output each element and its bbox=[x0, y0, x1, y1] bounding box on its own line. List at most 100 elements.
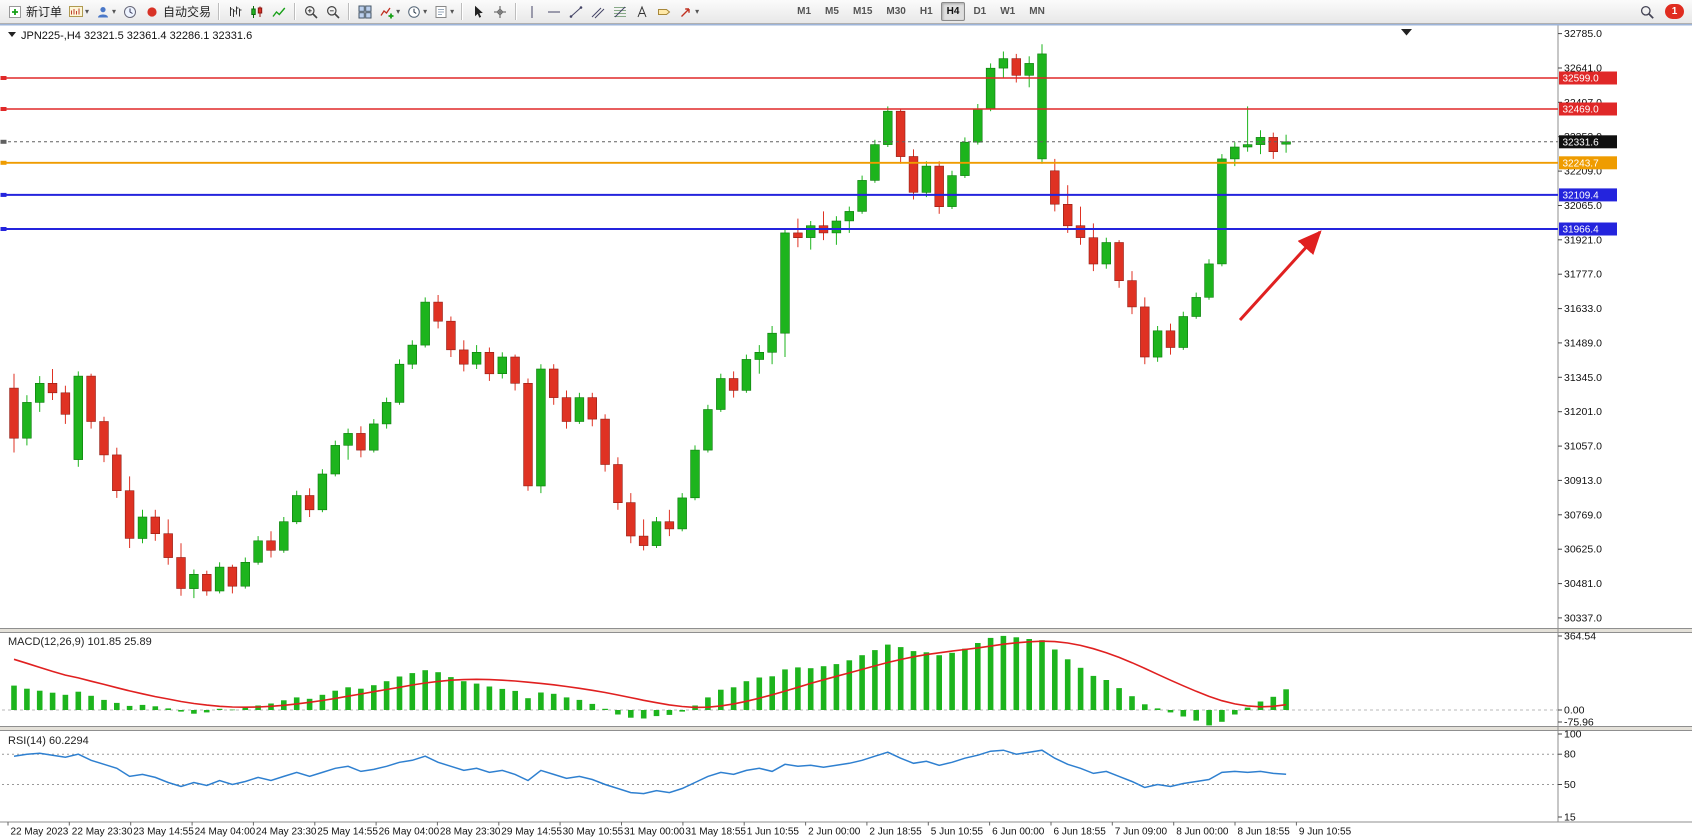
bar-chart-button[interactable] bbox=[225, 2, 245, 22]
zoom-in-button[interactable] bbox=[301, 2, 321, 22]
new-chart-button[interactable]: ▾ bbox=[66, 2, 91, 22]
arrows-icon bbox=[678, 4, 694, 20]
templates-icon bbox=[433, 4, 449, 20]
periods-button[interactable]: ▾ bbox=[404, 2, 429, 22]
trendline-button[interactable] bbox=[566, 2, 586, 22]
cursor-button[interactable] bbox=[468, 2, 488, 22]
profiles-button[interactable]: ▾ bbox=[93, 2, 118, 22]
rsi-label: RSI(14) 60.2294 bbox=[8, 735, 89, 747]
new-order-button[interactable]: 新订单 bbox=[5, 2, 64, 22]
fibo-button[interactable] bbox=[610, 2, 630, 22]
autotrade-button-label: 自动交易 bbox=[163, 5, 212, 19]
svg-text:31777.0: 31777.0 bbox=[1564, 269, 1602, 281]
svg-text:31966.4: 31966.4 bbox=[1563, 225, 1600, 236]
svg-text:1 Jun 10:55: 1 Jun 10:55 bbox=[747, 827, 800, 838]
svg-text:32469.0: 32469.0 bbox=[1563, 105, 1600, 116]
svg-text:31921.0: 31921.0 bbox=[1564, 234, 1602, 246]
timeframe-m15-button[interactable]: M15 bbox=[852, 6, 873, 17]
timeframe-h1-button[interactable]: H1 bbox=[919, 6, 933, 17]
toolbar-right: 1 bbox=[1636, 2, 1688, 22]
label-button[interactable] bbox=[654, 2, 674, 22]
candle-chart-icon bbox=[249, 4, 265, 20]
autotrade-button[interactable]: 自动交易 bbox=[142, 2, 213, 22]
chevron-down-icon: ▾ bbox=[423, 7, 428, 16]
crosshair-icon bbox=[492, 4, 508, 20]
svg-text:32109.4: 32109.4 bbox=[1563, 190, 1600, 201]
svg-text:26 May 04:00: 26 May 04:00 bbox=[379, 827, 440, 838]
svg-text:50: 50 bbox=[1564, 779, 1576, 791]
timeframe-h4-button[interactable]: H4 bbox=[940, 2, 966, 21]
svg-text:31489.0: 31489.0 bbox=[1564, 337, 1602, 349]
svg-text:8 Jun 18:55: 8 Jun 18:55 bbox=[1238, 827, 1291, 838]
price-tag-32331.6[interactable]: 32331.6 bbox=[1559, 135, 1617, 149]
line-chart-icon bbox=[271, 4, 287, 20]
svg-text:31201.0: 31201.0 bbox=[1564, 406, 1602, 418]
fibo-icon bbox=[612, 4, 628, 20]
timeframe-m1-button[interactable]: M1 bbox=[797, 6, 812, 17]
svg-text:5 Jun 10:55: 5 Jun 10:55 bbox=[931, 827, 984, 838]
text-button[interactable] bbox=[632, 2, 652, 22]
channel-button[interactable] bbox=[588, 2, 608, 22]
timeframe-m5-button[interactable]: M5 bbox=[825, 6, 839, 17]
chevron-down-icon: ▾ bbox=[396, 7, 401, 16]
svg-text:30337.0: 30337.0 bbox=[1564, 612, 1602, 624]
trend-arrow-annotation[interactable] bbox=[1238, 230, 1322, 322]
chart-menu-icon[interactable] bbox=[8, 32, 16, 37]
svg-text:15: 15 bbox=[1564, 812, 1576, 824]
svg-text:80: 80 bbox=[1564, 749, 1576, 761]
svg-text:6 Jun 00:00: 6 Jun 00:00 bbox=[992, 827, 1045, 838]
new-order-button-label: 新订单 bbox=[26, 5, 63, 19]
svg-text:22 May 2023: 22 May 2023 bbox=[11, 827, 69, 838]
bar-chart-icon bbox=[227, 4, 243, 20]
crosshair-button[interactable] bbox=[490, 2, 510, 22]
price-tag-32109.4[interactable]: 32109.4 bbox=[1559, 188, 1617, 202]
macd-histogram bbox=[11, 635, 1289, 726]
market-watch-button[interactable] bbox=[120, 2, 140, 22]
svg-text:9 Jun 10:55: 9 Jun 10:55 bbox=[1299, 827, 1352, 838]
timeframe-m30-button[interactable]: M30 bbox=[886, 6, 906, 17]
svg-text:23 May 14:55: 23 May 14:55 bbox=[133, 827, 194, 838]
periods-icon bbox=[406, 4, 422, 20]
label-icon bbox=[656, 4, 672, 20]
svg-text:30769.0: 30769.0 bbox=[1564, 509, 1602, 521]
svg-text:364.54: 364.54 bbox=[1564, 631, 1596, 643]
vline-button[interactable] bbox=[522, 2, 542, 22]
toolbar-separator bbox=[461, 3, 464, 20]
line-chart-button[interactable] bbox=[269, 2, 289, 22]
svg-text:100: 100 bbox=[1564, 729, 1582, 741]
templates-button[interactable]: ▾ bbox=[431, 2, 456, 22]
price-tag-32599[interactable]: 32599.0 bbox=[1559, 71, 1617, 85]
svg-text:32331.6: 32331.6 bbox=[1563, 137, 1600, 148]
hline-button[interactable] bbox=[544, 2, 564, 22]
chart-area[interactable]: 32785.032641.032497.032353.032209.032065… bbox=[0, 24, 1692, 840]
new-order-icon bbox=[7, 4, 23, 20]
svg-text:24 May 04:00: 24 May 04:00 bbox=[195, 827, 256, 838]
svg-text:31 May 00:00: 31 May 00:00 bbox=[624, 827, 685, 838]
timeframe-w1-button[interactable]: W1 bbox=[1000, 6, 1016, 17]
svg-text:7 Jun 09:00: 7 Jun 09:00 bbox=[1115, 827, 1168, 838]
zoom-out-button[interactable] bbox=[323, 2, 343, 22]
tile-windows-button[interactable] bbox=[355, 2, 375, 22]
vline-icon bbox=[524, 4, 540, 20]
svg-text:28 May 23:30: 28 May 23:30 bbox=[440, 827, 501, 838]
notification-badge[interactable]: 1 bbox=[1665, 4, 1684, 19]
profiles-icon bbox=[95, 4, 111, 20]
indicators-button[interactable]: ▾ bbox=[377, 2, 402, 22]
search-button[interactable] bbox=[1637, 2, 1657, 22]
arrows-button[interactable]: ▾ bbox=[676, 2, 701, 22]
chevron-down-icon: ▾ bbox=[450, 7, 455, 16]
timeframe-mn-button[interactable]: MN bbox=[1029, 6, 1045, 17]
time-axis[interactable]: 22 May 2023 22 May 23:30 23 May 14:55 24 Ma… bbox=[7, 822, 1352, 838]
text-icon bbox=[634, 4, 650, 20]
price-tag-32243.7[interactable]: 32243.7 bbox=[1559, 156, 1617, 170]
timeframe-d1-button[interactable]: D1 bbox=[973, 6, 987, 17]
candle-chart-button[interactable] bbox=[247, 2, 267, 22]
price-tag-32469[interactable]: 32469.0 bbox=[1559, 102, 1617, 116]
chart-canvas[interactable]: 32785.032641.032497.032353.032209.032065… bbox=[0, 24, 1692, 840]
chevron-down-icon: ▾ bbox=[695, 7, 700, 16]
svg-text:22 May 23:30: 22 May 23:30 bbox=[72, 827, 133, 838]
scroll-to-end-marker[interactable] bbox=[1401, 29, 1412, 36]
chevron-down-icon: ▾ bbox=[85, 7, 90, 16]
price-tag-31966.4[interactable]: 31966.4 bbox=[1559, 222, 1617, 236]
